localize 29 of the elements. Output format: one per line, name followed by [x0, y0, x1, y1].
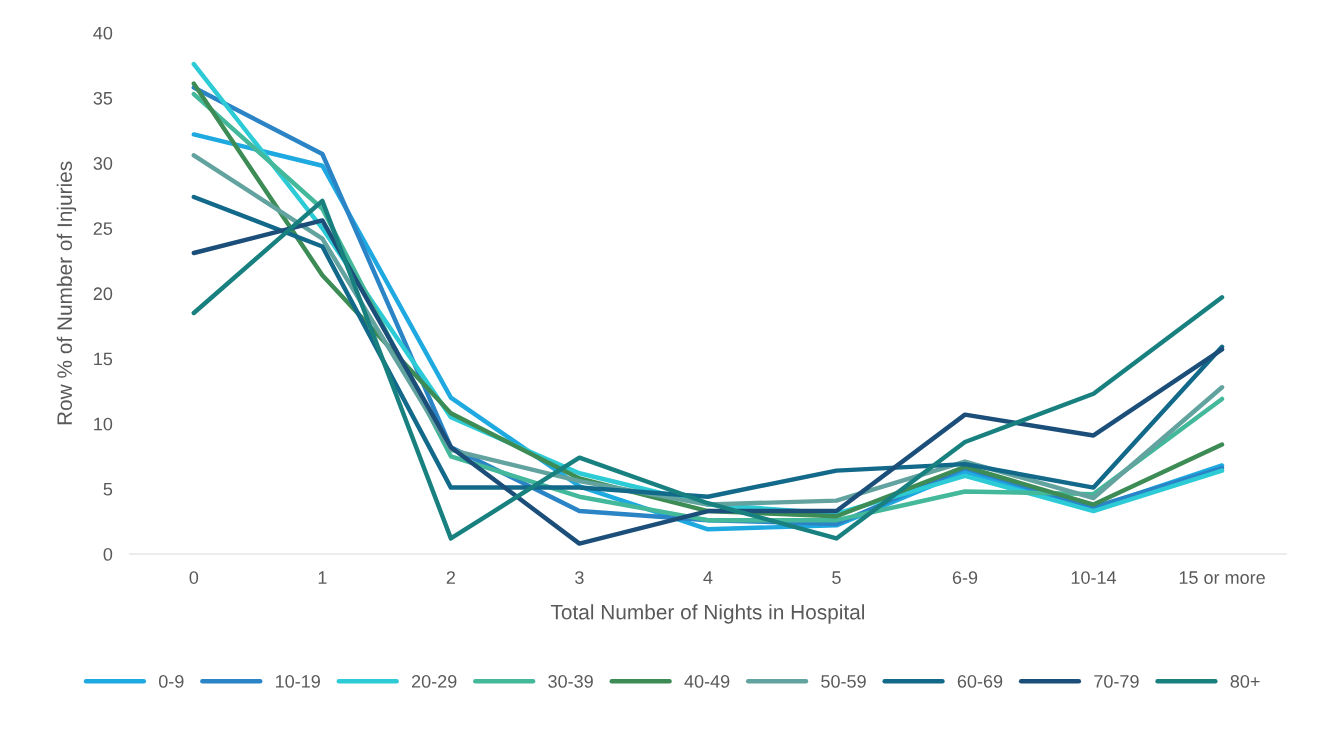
x-tick-label: 15 or more [1179, 571, 1265, 584]
y-tick-label: 30 [93, 157, 113, 170]
x-tick-label: 2 [446, 571, 455, 584]
x-tick-label: 1 [318, 571, 327, 584]
legend-label: 20-29 [411, 675, 457, 688]
y-tick-label: 20 [93, 287, 113, 301]
legend-label: 70-79 [1094, 675, 1139, 688]
y-tick-label: 10 [94, 417, 113, 431]
x-tick-label: 6-9 [952, 571, 978, 584]
legend-label: 60-69 [957, 675, 1003, 688]
y-tick-label: 25 [93, 222, 113, 235]
legend-label: 40-49 [684, 675, 730, 688]
y-tick-label: 40 [93, 26, 113, 40]
legend-label: 30-39 [548, 675, 593, 688]
x-tick-label: 5 [832, 571, 841, 584]
x-tick-label: 4 [703, 571, 713, 584]
y-axis-title: Row % of Number of Injuries [56, 161, 77, 425]
y-tick-label: 15 [94, 352, 113, 366]
x-tick-label: 3 [575, 571, 584, 584]
legend-label: 80+ [1230, 675, 1260, 688]
x-tick-label: 10-14 [1071, 571, 1117, 584]
y-tick-label: 35 [93, 91, 113, 105]
legend-label: 10-19 [276, 675, 320, 688]
x-tick-label: 0 [189, 571, 199, 584]
x-axis-title: Total Number of Nights in Hospital [550, 604, 865, 624]
legend-label: 0-9 [158, 675, 184, 688]
y-tick-label: 5 [103, 483, 113, 496]
y-tick-label: 0 [103, 547, 113, 561]
legend-label: 50-59 [821, 675, 866, 688]
